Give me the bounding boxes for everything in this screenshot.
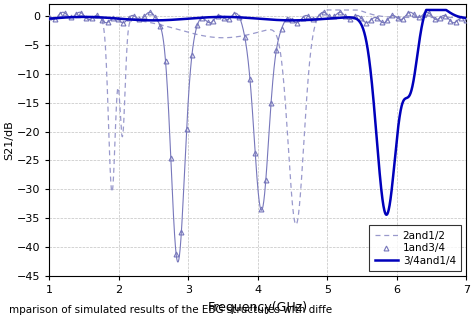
1and3/4 bbox=[427, 11, 432, 15]
Line: 3/4and1/4: 3/4and1/4 bbox=[49, 10, 466, 215]
1and3/4 bbox=[46, 16, 52, 19]
Legend: 2and1/2, 1and3/4, 3/4and1/4: 2and1/2, 1and3/4, 3/4and1/4 bbox=[369, 225, 461, 271]
2and1/2 bbox=[464, 16, 469, 19]
2and1/2 bbox=[94, 16, 100, 20]
1and3/4 bbox=[147, 10, 153, 14]
2and1/2 bbox=[119, 133, 125, 136]
3/4and1/4 bbox=[456, 15, 461, 18]
3/4and1/4 bbox=[464, 16, 469, 20]
2and1/2 bbox=[46, 16, 52, 19]
1and3/4 bbox=[173, 252, 179, 256]
3/4and1/4 bbox=[410, 80, 416, 84]
3/4and1/4 bbox=[423, 8, 429, 12]
1and3/4 bbox=[242, 35, 247, 38]
3/4and1/4 bbox=[119, 17, 125, 21]
X-axis label: Frequency(GHz): Frequency(GHz) bbox=[208, 301, 308, 314]
2and1/2 bbox=[225, 36, 230, 39]
Line: 2and1/2: 2and1/2 bbox=[49, 10, 466, 225]
3/4and1/4 bbox=[94, 15, 100, 19]
2and1/2 bbox=[324, 8, 330, 12]
1and3/4 bbox=[310, 17, 316, 21]
3/4and1/4 bbox=[46, 17, 52, 21]
1and3/4 bbox=[305, 14, 311, 18]
2and1/2 bbox=[456, 16, 461, 19]
Text: mparison of simulated results of the EBG structures with diffe: mparison of simulated results of the EBG… bbox=[9, 305, 333, 315]
Y-axis label: S21/dB: S21/dB bbox=[4, 120, 14, 160]
2and1/2 bbox=[293, 223, 299, 226]
2and1/2 bbox=[410, 16, 416, 19]
3/4and1/4 bbox=[383, 213, 389, 217]
Line: 1and3/4: 1and3/4 bbox=[47, 10, 469, 256]
3/4and1/4 bbox=[207, 15, 212, 19]
1and3/4 bbox=[464, 18, 469, 22]
2and1/2 bbox=[207, 35, 212, 39]
1and3/4 bbox=[326, 14, 332, 18]
3/4and1/4 bbox=[225, 15, 230, 19]
1and3/4 bbox=[342, 14, 348, 18]
